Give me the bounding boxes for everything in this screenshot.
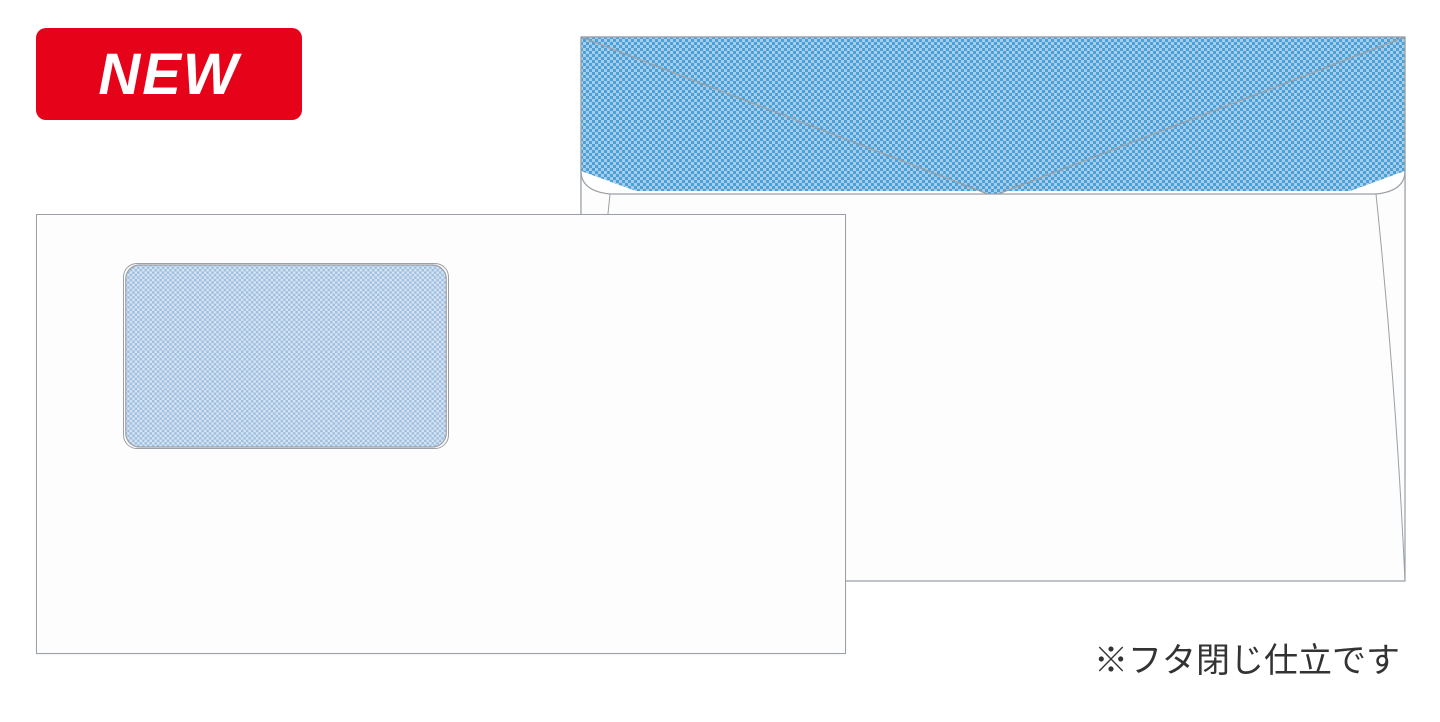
envelope-window — [123, 263, 449, 449]
new-badge: NEW — [36, 28, 302, 120]
flap-note: ※フタ閉じ仕立です — [1094, 633, 1400, 682]
new-badge-text: NEW — [98, 41, 239, 108]
envelope-front-illustration — [36, 214, 846, 654]
